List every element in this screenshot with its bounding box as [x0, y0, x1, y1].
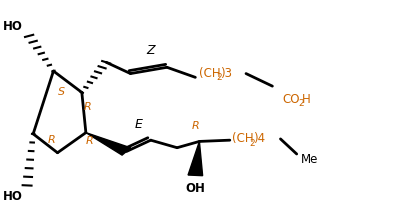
Text: E: E [135, 118, 143, 131]
Text: 2: 2 [298, 99, 304, 108]
Text: Me: Me [301, 152, 318, 166]
Text: R: R [48, 135, 55, 145]
Text: R: R [191, 121, 199, 131]
Text: (CH: (CH [199, 67, 221, 80]
Text: HO: HO [3, 20, 23, 33]
Text: )3: )3 [221, 67, 233, 80]
Polygon shape [86, 133, 131, 155]
Text: 2: 2 [216, 73, 222, 82]
Text: )4: )4 [253, 132, 265, 145]
Text: 2: 2 [249, 139, 254, 148]
Text: CO: CO [282, 94, 300, 106]
Text: HO: HO [3, 190, 23, 203]
Polygon shape [188, 141, 203, 176]
Text: OH: OH [186, 182, 205, 195]
Text: R: R [84, 103, 92, 112]
Text: S: S [58, 88, 65, 97]
Text: (CH: (CH [232, 132, 254, 145]
Text: R: R [86, 137, 94, 146]
Text: H: H [302, 94, 311, 106]
Text: Z: Z [146, 44, 155, 57]
